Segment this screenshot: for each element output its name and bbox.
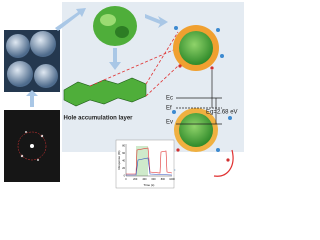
y-tick-label: 20 [122,167,125,170]
graphical-abstract: Hole accumulation layer Ec Ef Ev Eg=2.68… [4,2,244,189]
arrow [213,149,234,177]
sphere-bottom [174,108,218,152]
label: Ec [166,96,173,102]
nanocluster [93,6,137,46]
label: Ef [166,106,172,112]
x-tick-label: 400 [142,178,147,181]
arrow [109,48,121,70]
molecules [172,26,232,152]
zoom-lines [89,31,179,97]
arrow [145,14,168,28]
arrow [26,90,38,107]
molecules [176,64,230,162]
arrow [55,8,86,31]
y-tick-label: 80 [122,145,125,148]
x-tick-label: 0 [125,178,127,181]
x-tick-label: 600 [152,178,157,181]
sem-image [4,30,60,92]
inset-chart: Response (%) Time (s) 0 20 40 60 800 200 400 60… [115,139,175,189]
label: Ev [166,120,173,126]
label: Eg=2.68 eV [206,110,238,116]
axis-title: Response (%) [117,150,121,169]
y-tick-label: 0 [124,175,126,178]
y-tick-label: 40 [122,160,125,163]
x-tick-label: 200 [133,178,138,181]
x-tick-label: 1000 [169,178,175,181]
sphere-top [173,25,219,71]
label: Hole accumulation layer [63,116,133,122]
y-tick-label: 60 [122,152,125,155]
x-tick-label: 800 [161,178,166,181]
band-lines [176,70,222,125]
axis-title: Time (s) [144,183,155,187]
tem-image [4,110,60,182]
